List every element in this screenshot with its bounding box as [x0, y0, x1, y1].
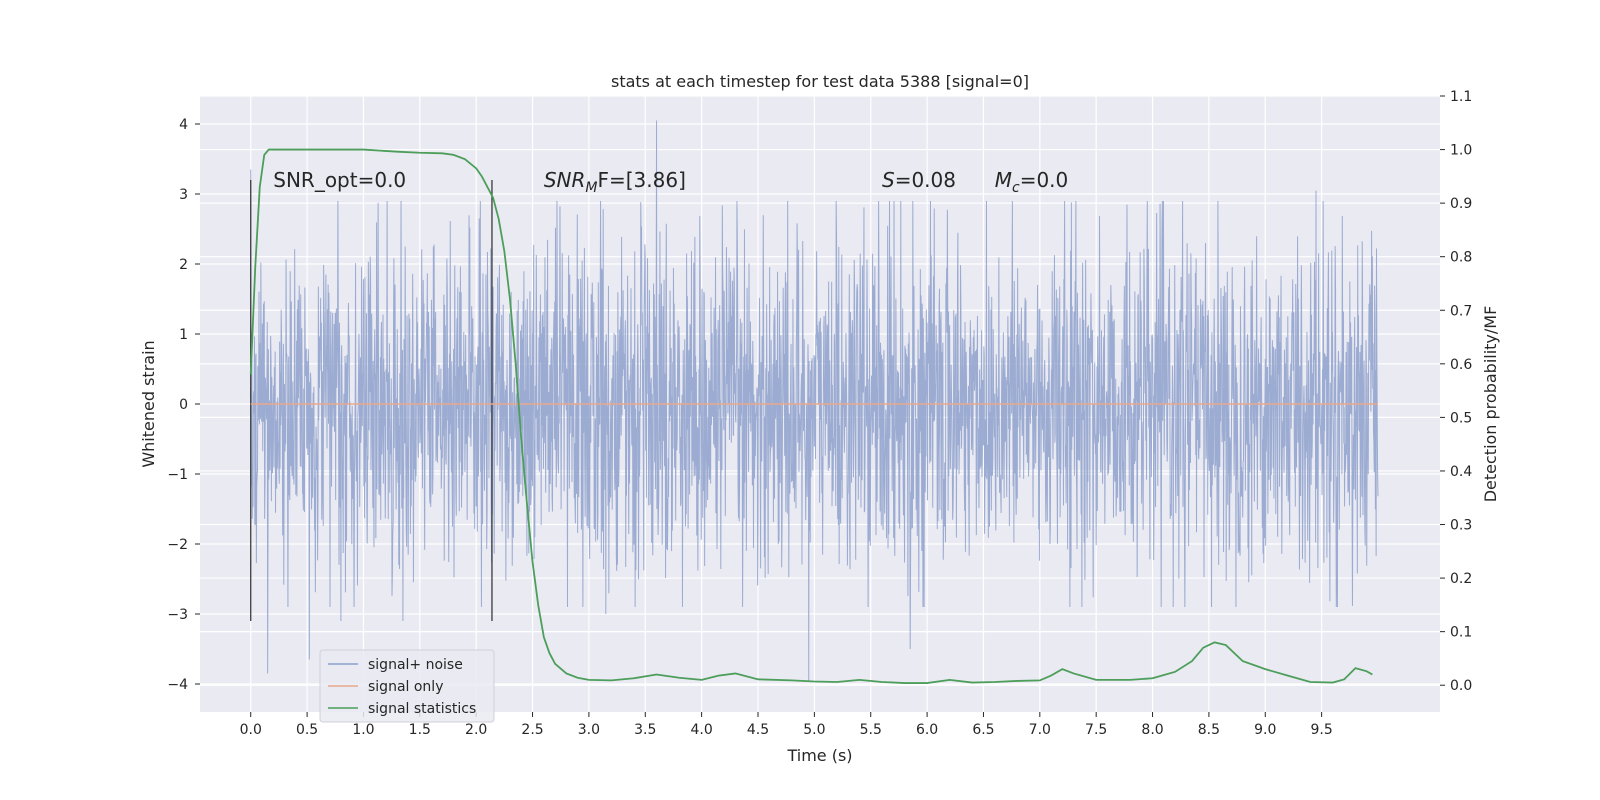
x-tick-label: 6.0 [916, 722, 938, 738]
annotations: SNR_opt=0.0 SNRMF=[3.86] S=0.08 Mc=0.0 [273, 168, 1068, 196]
x-tick-label: 5.0 [803, 722, 825, 738]
y-axis-label: Whitened strain [139, 340, 158, 467]
vertical-markers [250, 180, 493, 621]
annotation-subscript: M [585, 180, 597, 196]
y2-tick-label: 0.7 [1450, 303, 1472, 319]
x-tick-label: 1.0 [352, 722, 374, 738]
signal-noise-series [250, 120, 1379, 681]
legend: signal+ noise signal only signal statist… [319, 649, 495, 723]
chart-title: stats at each timestep for test data 538… [611, 72, 1029, 91]
x-tick-label: 8.5 [1198, 722, 1220, 738]
x-tick-label: 3.5 [634, 722, 656, 738]
x-tick-label: 4.5 [747, 722, 769, 738]
x-tick-label: 3.0 [578, 722, 600, 738]
x-tick-label: 9.5 [1311, 722, 1333, 738]
x-tick-label: 9.0 [1254, 722, 1276, 738]
legend-label-signal-statistics: signal statistics [368, 701, 476, 717]
signal-statistics-line [249, 148, 1373, 684]
x-tick-label: 1.5 [409, 722, 431, 738]
x-tick-label: 7.5 [1085, 722, 1107, 738]
y-tick-label: 3 [179, 187, 188, 203]
annotation-text: S=0.08 [882, 168, 956, 192]
x-tick-label: 5.5 [860, 722, 882, 738]
y2-tick-label: 1.0 [1450, 143, 1472, 159]
y-tick-label: −3 [167, 607, 188, 623]
annotation-text: Mc=0.0 [995, 168, 1069, 196]
y-tick-label: 2 [179, 257, 188, 273]
y2-tick-label: 0.6 [1450, 357, 1472, 373]
y-tick-label: 0 [179, 397, 188, 413]
signal-noise-line [250, 120, 1379, 681]
annotation-math: SNR [544, 168, 586, 192]
x-tick-label: 0.0 [240, 722, 262, 738]
y2-tick-label: 0.9 [1450, 196, 1472, 212]
y2-tick-label: 0.1 [1450, 625, 1472, 641]
y2-tick-label: 0.0 [1450, 678, 1472, 694]
x-tick-label: 0.5 [296, 722, 318, 738]
annotation-subscript: c [1012, 180, 1020, 196]
x-tick-label: 2.5 [521, 722, 543, 738]
y-tick-label: 1 [179, 327, 188, 343]
legend-label-signal-noise: signal+ noise [368, 657, 463, 673]
y2-tick-label: 0.8 [1450, 250, 1472, 266]
y-tick-label: −4 [167, 677, 188, 693]
annotation-math: M [995, 168, 1012, 192]
y2-tick-label: 0.2 [1450, 571, 1472, 587]
tick-labels: 0.0 0.5 1.0 1.5 2.0 2.5 3.0 3.5 4.0 4.5 5.0 5.5 6.0 6… [167, 89, 1472, 738]
annotation-suffix: =0.08 [895, 168, 956, 192]
y2-tick-label: 0.4 [1450, 464, 1472, 480]
x-tick-label: 2.0 [465, 722, 487, 738]
signal-statistics-series [249, 148, 1373, 684]
annotation-text: SNRMF=[3.86] [544, 168, 686, 196]
x-tick-label: 6.5 [972, 722, 994, 738]
y2-tick-label: 0.5 [1450, 410, 1472, 426]
y2-tick-label: 0.3 [1450, 518, 1472, 534]
y2-tick-label: 1.1 [1450, 89, 1472, 105]
y-tick-label: −2 [167, 537, 188, 553]
y2-axis-label: Detection probability/MF [1481, 306, 1500, 503]
annotation-text: SNR_opt=0.0 [273, 168, 406, 192]
x-axis-label: Time (s) [786, 746, 852, 765]
legend-label-signal-only: signal only [368, 679, 443, 695]
annotation-math: S [882, 168, 895, 192]
x-tick-label: 7.0 [1029, 722, 1051, 738]
y-tick-label: −1 [167, 467, 188, 483]
annotation-suffix: F=[3.86] [597, 168, 685, 192]
annotation-prefix: SNR_opt=0.0 [273, 168, 406, 192]
x-tick-label: 4.0 [691, 722, 713, 738]
y-tick-label: 4 [179, 117, 188, 133]
legend-box [319, 649, 495, 723]
x-tick-label: 8.0 [1141, 722, 1163, 738]
annotation-suffix: =0.0 [1020, 168, 1069, 192]
